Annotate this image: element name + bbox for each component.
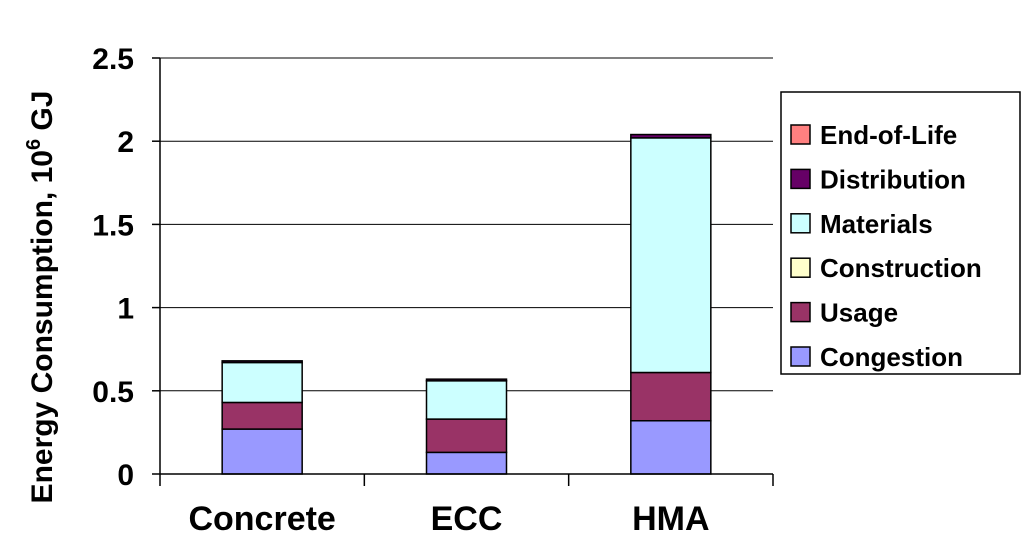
y-tick-label: 0 bbox=[117, 459, 134, 492]
x-category-label-hma: HMA bbox=[632, 500, 709, 538]
bar-concrete-distribution bbox=[221, 360, 303, 364]
bar-concrete-materials bbox=[221, 361, 303, 404]
bar-ecc-distribution bbox=[425, 378, 508, 382]
x-category-label-concrete: Concrete bbox=[188, 500, 335, 538]
bar-hma-materials bbox=[630, 137, 712, 374]
bar-concrete-usage bbox=[221, 401, 303, 430]
legend-swatch-construction bbox=[790, 257, 811, 278]
legend-label-materials: Materials bbox=[820, 209, 933, 239]
bar-hma-usage bbox=[630, 371, 712, 422]
legend-box bbox=[780, 91, 1021, 375]
bar-hma-congestion bbox=[630, 420, 712, 475]
legend-swatch-congestion bbox=[790, 346, 811, 367]
axes bbox=[159, 58, 773, 475]
y-axis-label-suffix: GJ bbox=[26, 91, 59, 139]
legend-label-end-of-life: End-of-Life bbox=[820, 120, 957, 150]
y-tick-label: 2.5 bbox=[92, 43, 134, 76]
x-category-labels: Concrete ECC HMA bbox=[159, 474, 774, 538]
y-axis-label-superscript: 6 bbox=[23, 139, 45, 150]
legend-label-congestion: Congestion bbox=[820, 342, 963, 372]
y-tick-labels: 0 0.5 1 1.5 2 2.5 bbox=[92, 43, 160, 492]
y-tick-label: 2 bbox=[117, 126, 134, 159]
legend-label-usage: Usage bbox=[820, 298, 898, 328]
bars bbox=[221, 133, 712, 475]
bar-hma-distribution bbox=[630, 133, 712, 139]
y-tick-label: 1 bbox=[117, 293, 134, 326]
bar-ecc-materials bbox=[425, 380, 508, 420]
legend-swatch-materials bbox=[790, 213, 811, 234]
x-category-label-ecc: ECC bbox=[431, 500, 503, 538]
legend-label-distribution: Distribution bbox=[820, 164, 966, 194]
bar-concrete-congestion bbox=[221, 428, 303, 475]
y-tick-label: 0.5 bbox=[92, 376, 134, 409]
bar-ecc-congestion bbox=[425, 451, 508, 475]
legend-swatch-distribution bbox=[790, 168, 811, 190]
bar-ecc-usage bbox=[425, 418, 508, 454]
y-axis-label: Energy Consumption, 106 GJ bbox=[23, 91, 59, 504]
legend: End-of-Life Distribution Materials Construc… bbox=[780, 91, 1021, 375]
legend-swatch-end-of-life bbox=[790, 124, 811, 145]
y-axis-label-prefix: Energy Consumption, 10 bbox=[26, 150, 59, 503]
legend-swatch-usage bbox=[790, 301, 811, 323]
y-tick-label: 1.5 bbox=[92, 209, 134, 242]
legend-label-construction: Construction bbox=[820, 253, 982, 283]
